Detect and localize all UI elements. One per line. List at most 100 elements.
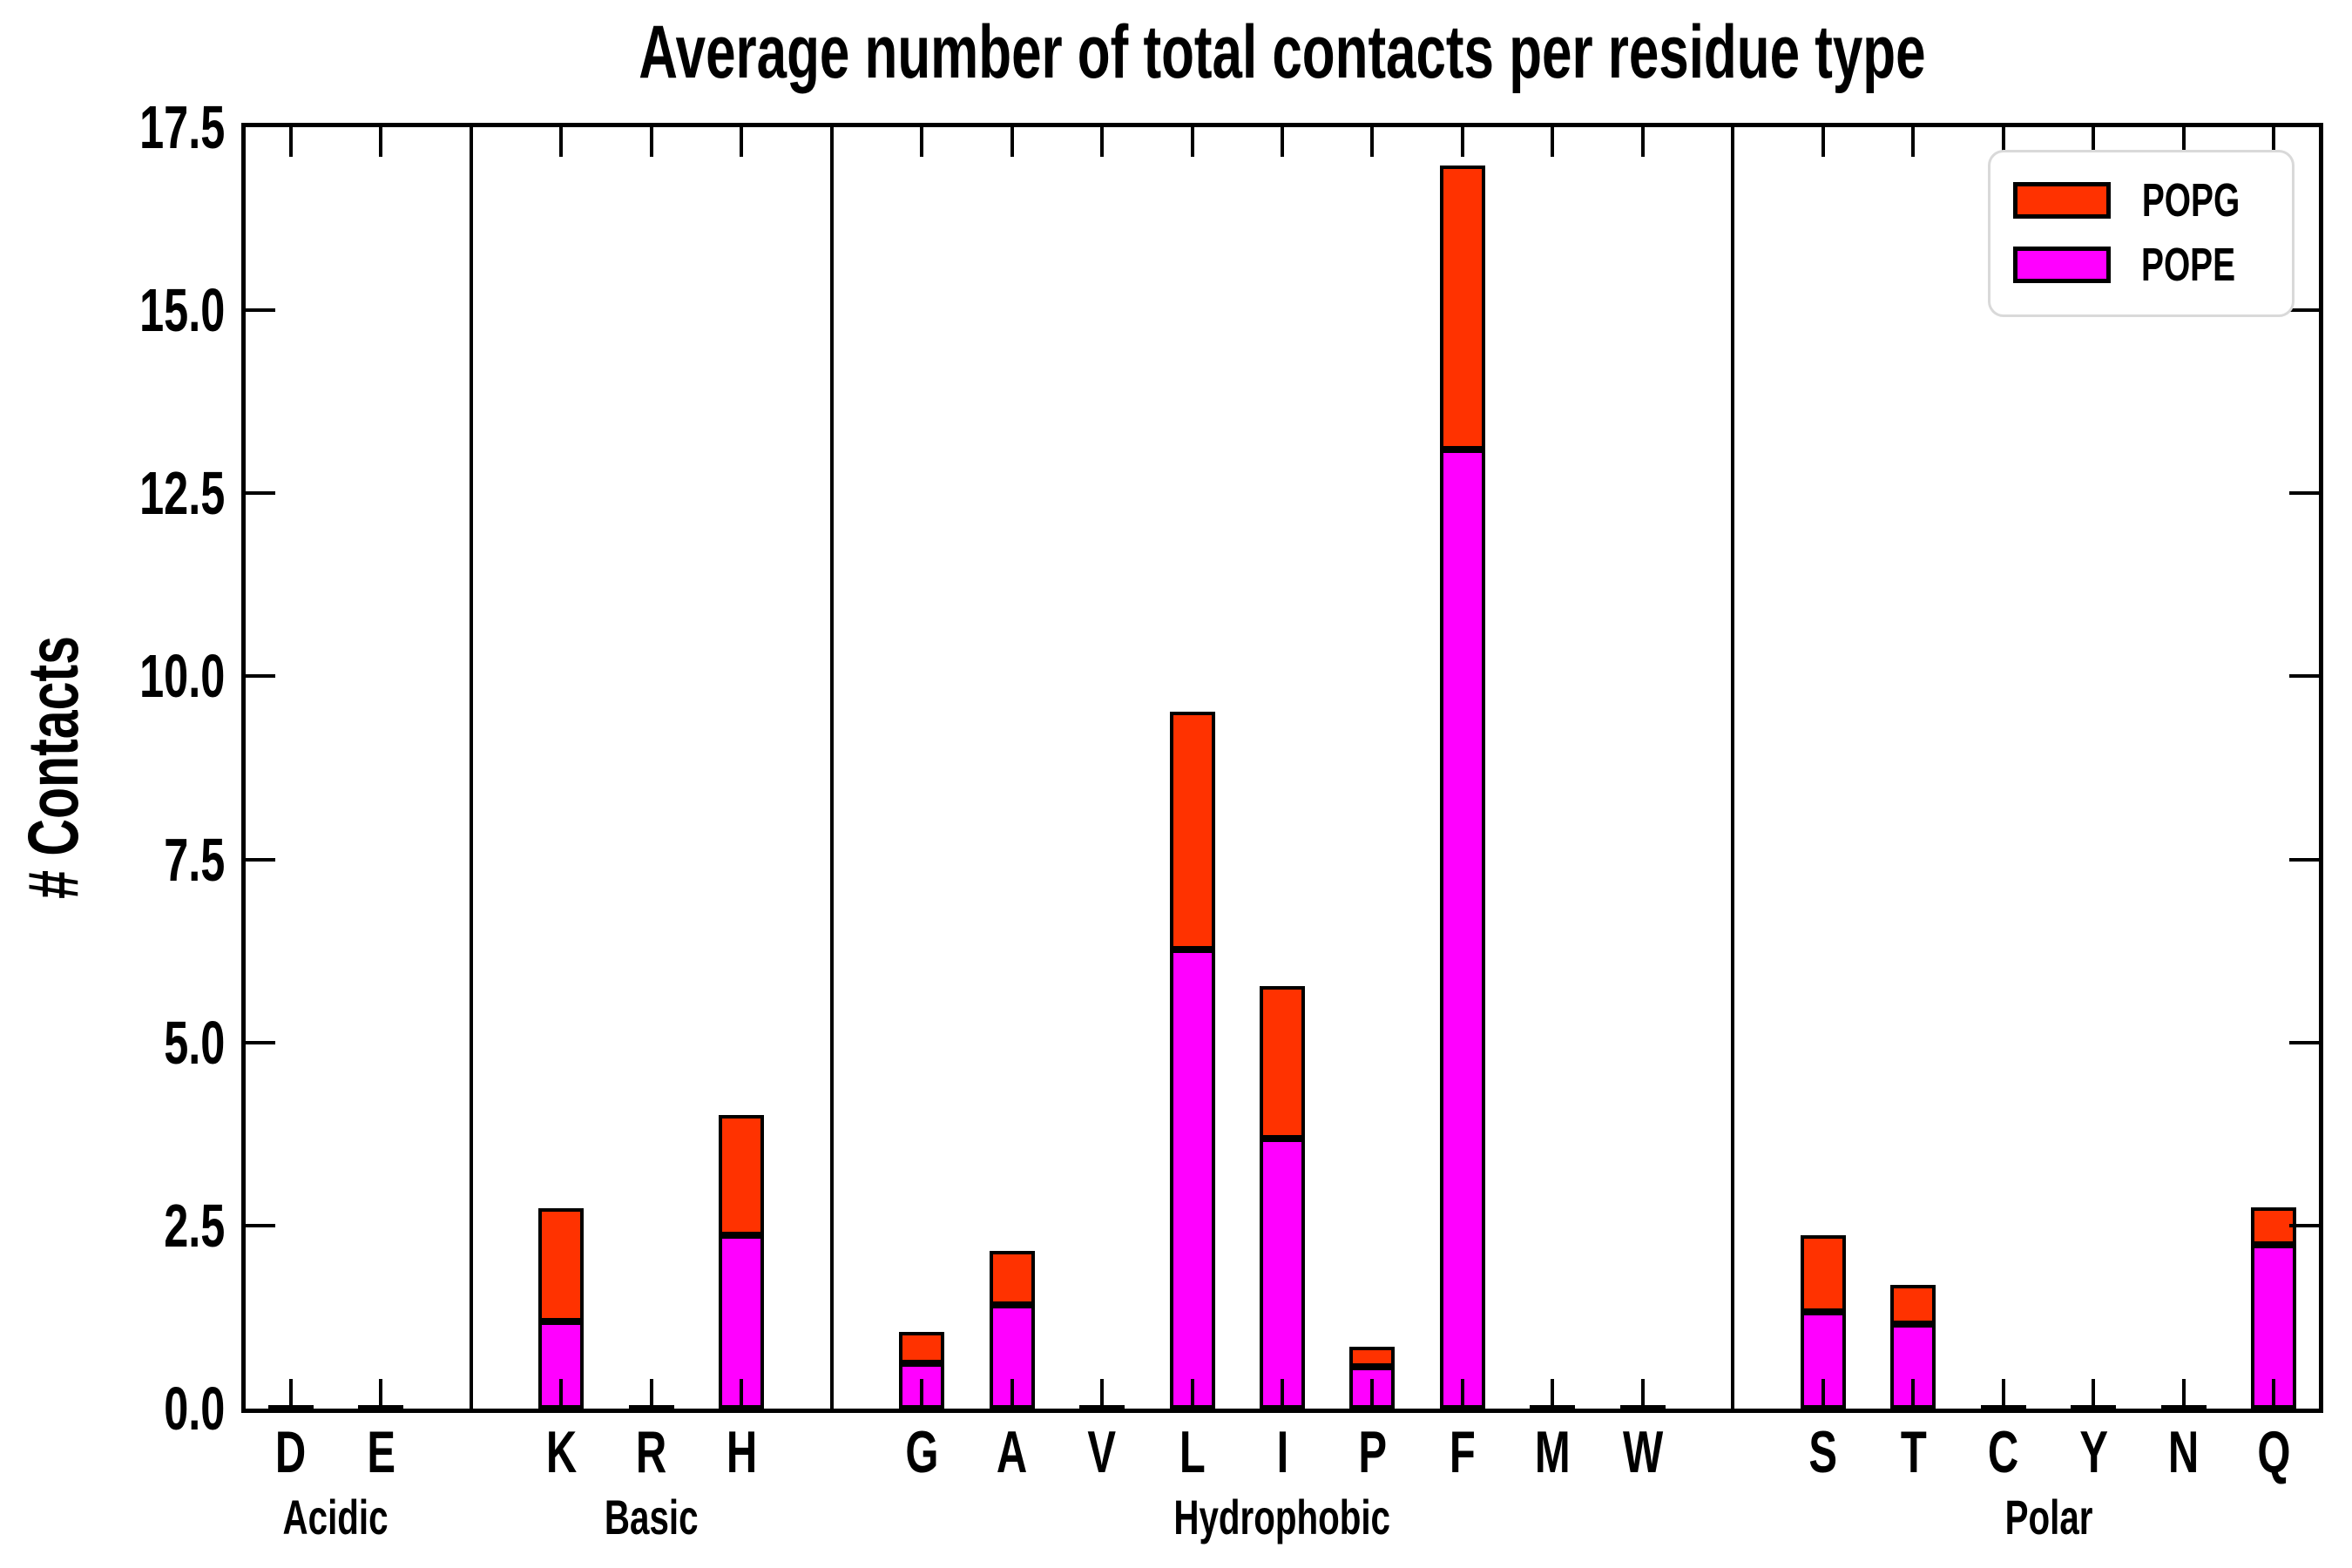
x-tick-label-D: D <box>221 1422 361 1483</box>
x-tick-top <box>1911 127 1916 157</box>
x-tick-label-text: P <box>1358 1419 1387 1485</box>
y-tick-label: 7.5 <box>51 829 225 890</box>
x-tick-bottom <box>649 1379 653 1409</box>
x-tick-label-text: A <box>996 1419 1028 1485</box>
bar-F-POPG <box>1439 165 1485 449</box>
group-label-text: Acidic <box>282 1490 389 1544</box>
x-tick-label-text: Q <box>2257 1419 2291 1485</box>
x-tick-bottom <box>1370 1379 1375 1409</box>
y-tick-right <box>2289 674 2319 679</box>
x-tick-bottom <box>1911 1379 1916 1409</box>
x-tick-top <box>1640 127 1645 157</box>
x-tick-bottom <box>288 1379 293 1409</box>
x-tick-label-text: S <box>1808 1419 1838 1485</box>
group-label-text: Polar <box>2004 1490 2092 1544</box>
x-tick-label-text: G <box>905 1419 939 1485</box>
y-tick-right <box>2289 491 2319 496</box>
y-tick-right <box>2289 1223 2319 1227</box>
y-tick-right <box>2289 1040 2319 1044</box>
x-tick-top <box>2272 127 2276 157</box>
x-tick-bottom <box>2092 1379 2096 1409</box>
x-tick-label-C: C <box>1934 1422 2073 1483</box>
x-tick-bottom <box>1281 1379 1284 1409</box>
group-label-acidic: Acidic <box>74 1491 597 1544</box>
x-tick-label-text: L <box>1179 1419 1206 1485</box>
y-tick-left <box>246 1223 275 1227</box>
x-tick-top <box>2001 127 2005 157</box>
x-tick-top <box>740 127 744 157</box>
group-label-basic: Basic <box>390 1491 913 1544</box>
y-tick-label-text: 10.0 <box>139 642 225 711</box>
x-tick-label-text: M <box>1535 1419 1571 1485</box>
x-tick-label-P: P <box>1302 1422 1442 1483</box>
legend: POPG POPE <box>1988 150 2295 317</box>
x-tick-label-Q: Q <box>2204 1422 2343 1483</box>
x-tick-bottom <box>1821 1379 1825 1409</box>
group-label-text: Basic <box>604 1490 699 1544</box>
x-tick-label-N: N <box>2114 1422 2254 1483</box>
y-tick-label-text: 12.5 <box>139 459 225 528</box>
x-tick-top <box>1370 127 1375 157</box>
x-tick-label-K: K <box>491 1422 631 1483</box>
y-tick-label: 2.5 <box>51 1195 225 1256</box>
x-tick-bottom <box>1010 1379 1014 1409</box>
y-tick-label: 5.0 <box>51 1012 225 1073</box>
x-tick-label-text: E <box>366 1419 395 1485</box>
y-tick-label-text: 5.0 <box>163 1008 225 1077</box>
y-tick-left <box>246 857 275 862</box>
chart-title: Average number of total contacts per res… <box>639 10 1926 94</box>
x-tick-label-R: R <box>582 1422 721 1483</box>
legend-entry-popg: POPG <box>2013 173 2292 227</box>
x-tick-label-text: H <box>726 1419 757 1485</box>
x-tick-label-Y: Y <box>2024 1422 2163 1483</box>
legend-label-text: POPE <box>2141 239 2236 291</box>
x-tick-top <box>1100 127 1105 157</box>
y-tick-label: 17.5 <box>51 97 225 158</box>
y-tick-label: 10.0 <box>51 645 225 706</box>
x-tick-label-W: W <box>1573 1422 1713 1483</box>
x-tick-bottom <box>1100 1379 1105 1409</box>
legend-label-text: POPG <box>2141 174 2240 226</box>
y-tick-label: 12.5 <box>51 463 225 524</box>
legend-label: POPG <box>2123 173 2259 227</box>
x-tick-top <box>288 127 293 157</box>
x-tick-label-text: I <box>1276 1419 1288 1485</box>
bar-F-POPE <box>1439 449 1485 1409</box>
x-tick-label-text: R <box>635 1419 667 1485</box>
bar-L-POPE <box>1169 949 1215 1409</box>
group-label-hydrophobic: Hydrophobic <box>1021 1491 1544 1544</box>
x-tick-top <box>1821 127 1825 157</box>
x-tick-top <box>1281 127 1284 157</box>
group-label-polar: Polar <box>1788 1491 2310 1544</box>
bar-K-POPG <box>538 1207 585 1321</box>
y-tick-left <box>246 491 275 496</box>
legend-label: POPE <box>2123 238 2254 292</box>
x-tick-top <box>2181 127 2186 157</box>
y-tick-left <box>246 674 275 679</box>
x-tick-bottom <box>2272 1379 2276 1409</box>
y-tick-label-text: 15.0 <box>139 276 225 345</box>
group-separator <box>469 127 473 1409</box>
x-tick-bottom <box>1551 1379 1555 1409</box>
x-tick-label-I: I <box>1213 1422 1352 1483</box>
y-tick-label-text: 17.5 <box>139 93 225 161</box>
x-tick-label-A: A <box>943 1422 1082 1483</box>
group-separator <box>829 127 834 1409</box>
x-tick-label-V: V <box>1032 1422 1172 1483</box>
y-tick-right <box>2289 308 2319 313</box>
bar-L-POPG <box>1169 711 1215 950</box>
x-tick-bottom <box>2001 1379 2005 1409</box>
y-axis-label: # Contacts <box>14 636 93 899</box>
bar-I-POPG <box>1260 986 1305 1139</box>
x-tick-label-text: D <box>275 1419 307 1485</box>
x-tick-top <box>920 127 924 157</box>
y-tick-label-text: 2.5 <box>163 1191 225 1260</box>
legend-swatch-popg <box>2013 182 2111 219</box>
x-tick-label-text: F <box>1449 1419 1476 1485</box>
x-tick-label-text: Y <box>2078 1419 2108 1485</box>
y-tick-label: 0.0 <box>51 1378 225 1439</box>
x-tick-bottom <box>740 1379 744 1409</box>
x-tick-top <box>1460 127 1464 157</box>
x-tick-top <box>649 127 653 157</box>
